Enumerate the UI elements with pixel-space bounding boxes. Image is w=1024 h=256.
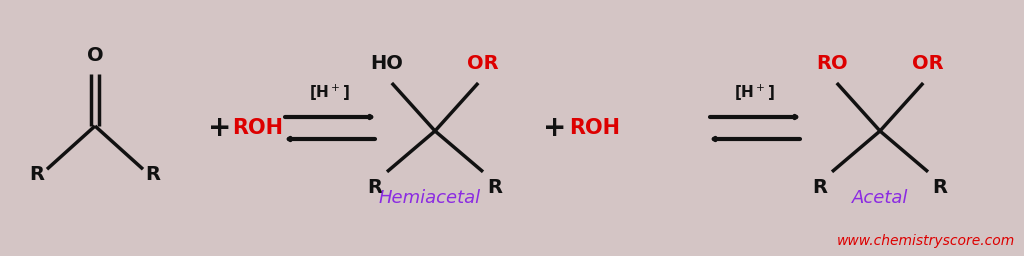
Text: +: + bbox=[208, 114, 231, 142]
Text: [H$^+$]: [H$^+$] bbox=[309, 83, 350, 103]
Text: RO: RO bbox=[816, 54, 848, 73]
Text: R: R bbox=[145, 165, 161, 184]
Text: Acetal: Acetal bbox=[852, 189, 908, 207]
Text: HO: HO bbox=[371, 54, 403, 73]
Text: Hemiacetal: Hemiacetal bbox=[379, 189, 481, 207]
Text: O: O bbox=[87, 46, 103, 65]
Text: OR: OR bbox=[467, 54, 499, 73]
Text: OR: OR bbox=[912, 54, 944, 73]
Text: ROH: ROH bbox=[569, 118, 621, 138]
Text: [H$^+$]: [H$^+$] bbox=[734, 83, 775, 103]
Text: R: R bbox=[368, 178, 383, 197]
Text: ROH: ROH bbox=[232, 118, 284, 138]
Text: R: R bbox=[487, 178, 503, 197]
Text: www.chemistryscore.com: www.chemistryscore.com bbox=[837, 234, 1015, 248]
Text: R: R bbox=[933, 178, 947, 197]
Text: R: R bbox=[812, 178, 827, 197]
Text: +: + bbox=[544, 114, 566, 142]
Text: R: R bbox=[30, 165, 44, 184]
